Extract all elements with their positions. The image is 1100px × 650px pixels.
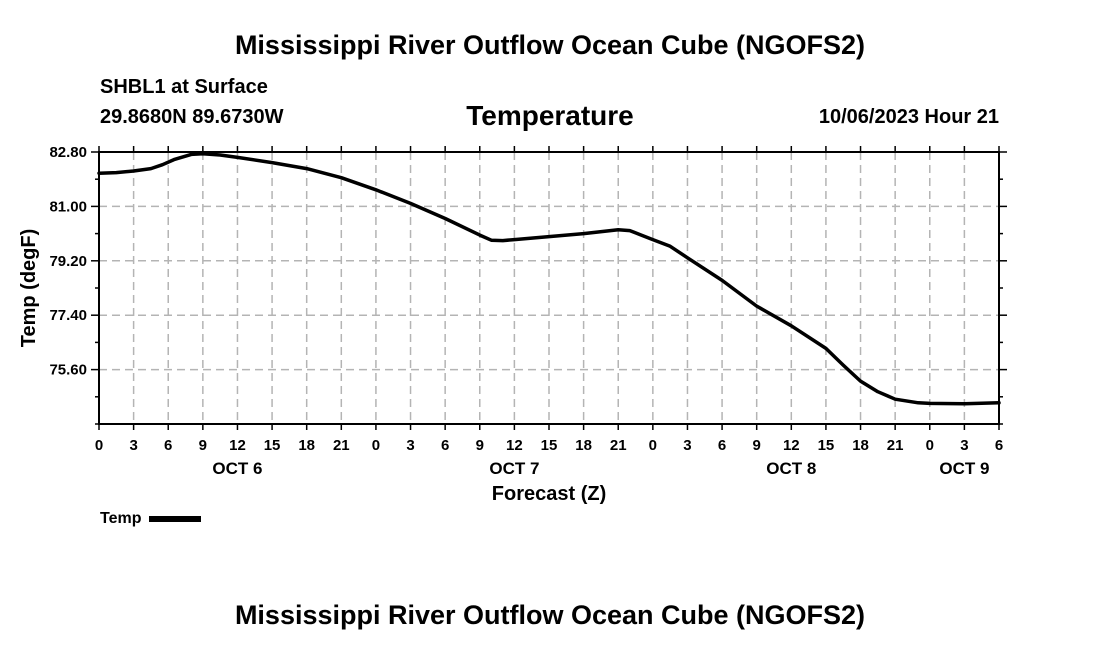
temp-series-line bbox=[97, 152, 1001, 406]
legend-line-swatch bbox=[149, 516, 202, 522]
x-axis-label: Forecast (Z) bbox=[492, 483, 606, 505]
y-tick-label: 79.20 bbox=[49, 253, 87, 270]
legend-label: Temp bbox=[100, 510, 142, 527]
x-tick-label: 6 bbox=[164, 437, 172, 454]
footer-title: Mississippi River Outflow Ocean Cube (NG… bbox=[234, 600, 866, 630]
y-tick-label: 77.40 bbox=[49, 307, 87, 324]
x-tick-label: 15 bbox=[264, 437, 281, 454]
y-axis-label: Temp (degF) bbox=[18, 229, 40, 348]
x-tick-label: 6 bbox=[995, 437, 1003, 454]
x-day-label: OCT 7 bbox=[489, 459, 539, 478]
x-tick-label: 3 bbox=[406, 437, 414, 454]
station-name: SHBL1 at Surface bbox=[100, 76, 268, 98]
x-tick-label: 0 bbox=[926, 437, 934, 454]
x-tick-label: 15 bbox=[541, 437, 558, 454]
x-tick-label: 3 bbox=[683, 437, 691, 454]
forecast-timestamp: 10/06/2023 Hour 21 bbox=[818, 106, 999, 128]
y-tick-label: 81.00 bbox=[49, 198, 87, 215]
x-day-label: OCT 6 bbox=[212, 459, 262, 478]
x-tick-label: 12 bbox=[506, 437, 523, 454]
x-tick-label: 21 bbox=[333, 437, 350, 454]
x-tick-label: 21 bbox=[610, 437, 627, 454]
x-tick-label: 9 bbox=[753, 437, 761, 454]
legend: Temp bbox=[100, 510, 202, 528]
x-day-label: OCT 8 bbox=[766, 459, 816, 478]
x-tick-label: 12 bbox=[229, 437, 246, 454]
x-tick-label: 15 bbox=[818, 437, 835, 454]
x-tick-label: 0 bbox=[372, 437, 380, 454]
x-tick-label: 9 bbox=[476, 437, 484, 454]
x-tick-label: 6 bbox=[718, 437, 726, 454]
x-tick-label: 21 bbox=[887, 437, 904, 454]
x-tick-label: 9 bbox=[199, 437, 207, 454]
main-title: Mississippi River Outflow Ocean Cube (NG… bbox=[234, 30, 866, 60]
y-tick-label: 82.80 bbox=[49, 144, 87, 161]
x-tick-label: 0 bbox=[649, 437, 657, 454]
x-tick-label: 3 bbox=[129, 437, 137, 454]
station-coordinates: 29.8680N 89.6730W bbox=[100, 106, 284, 128]
chart-title: Temperature bbox=[466, 100, 634, 131]
y-tick-label: 75.60 bbox=[49, 362, 87, 379]
x-tick-label: 3 bbox=[960, 437, 968, 454]
x-tick-label: 18 bbox=[298, 437, 315, 454]
x-tick-label: 12 bbox=[783, 437, 800, 454]
x-tick-label: 0 bbox=[95, 437, 103, 454]
x-day-label: OCT 9 bbox=[939, 459, 989, 478]
x-tick-label: 6 bbox=[441, 437, 449, 454]
x-tick-label: 18 bbox=[852, 437, 869, 454]
x-tick-label: 18 bbox=[575, 437, 592, 454]
